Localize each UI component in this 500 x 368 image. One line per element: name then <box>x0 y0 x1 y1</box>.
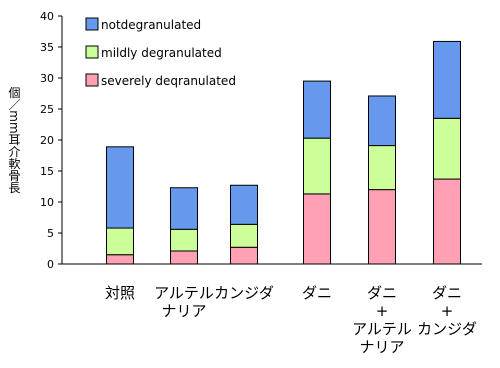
y-tick-label: 10 <box>40 196 54 209</box>
bar-segment-mildly-degranulated <box>433 117 461 180</box>
bar-segment-mildly-degranulated <box>106 227 134 256</box>
y-tick-label: 5 <box>47 227 54 240</box>
legend-label: notdegranulated <box>101 18 201 32</box>
bar-segment-not-degranulated <box>170 187 198 230</box>
x-category-label: ダニ <box>432 284 462 302</box>
bar-segment-mildly-degranulated <box>368 145 396 191</box>
y-tick-label: 35 <box>40 41 54 54</box>
bar-segment-not-degranulated <box>230 184 258 225</box>
x-category-label: + <box>376 302 389 320</box>
bar-segment-not-degranulated <box>368 95 396 147</box>
x-category-label: ダニ <box>302 284 332 302</box>
y-tick-label: 0 <box>47 258 54 271</box>
x-category-label: カンジダ <box>214 284 274 302</box>
bar-segment-severely-degranulated <box>230 246 258 265</box>
x-category-label: 対照 <box>105 284 135 302</box>
x-category-label: ナリア <box>359 338 404 356</box>
y-axis-label: 個／mm耳介軟骨長 <box>7 86 21 194</box>
y-tick-label: 20 <box>40 134 54 147</box>
bar-segment-not-degranulated <box>106 146 134 229</box>
bar-segment-severely-degranulated <box>368 189 396 265</box>
bar-segment-mildly-degranulated <box>230 223 258 248</box>
legend-label: severely deqranulated <box>101 74 236 88</box>
y-tick-label: 40 <box>40 10 54 23</box>
y-tick-label: 30 <box>40 72 54 85</box>
x-category-label: ナリア <box>161 302 206 320</box>
legend-swatch <box>85 17 99 31</box>
x-category-label: ダニ <box>367 284 397 302</box>
x-category-label: アルテル <box>352 320 412 338</box>
bar-segment-severely-degranulated <box>433 178 461 265</box>
legend-swatch <box>85 73 99 87</box>
y-axis-title: 個／mm耳介軟骨長 <box>7 86 21 194</box>
y-tick-labels: 0 5 10 15 20 25 30 35 40 <box>40 10 54 271</box>
bar-segment-severely-degranulated <box>170 250 198 265</box>
bar-segment-severely-degranulated <box>106 254 134 265</box>
x-category-label: カンジダ <box>417 320 477 338</box>
legend: notdegranulated mildly degranulated severe… <box>85 17 236 88</box>
bar-segment-not-degranulated <box>303 80 331 139</box>
bar-segment-mildly-degranulated <box>170 228 198 252</box>
legend-swatch <box>85 45 99 59</box>
bar-segment-severely-degranulated <box>303 193 331 265</box>
bar-segment-not-degranulated <box>433 40 461 119</box>
y-tick-label: 25 <box>40 103 54 116</box>
bar-segment-mildly-degranulated <box>303 137 331 195</box>
y-tick-label: 15 <box>40 165 54 178</box>
x-category-label: + <box>441 302 454 320</box>
legend-label: mildly degranulated <box>101 46 222 60</box>
bars <box>106 40 461 265</box>
x-category-label: アルテル <box>154 284 214 302</box>
